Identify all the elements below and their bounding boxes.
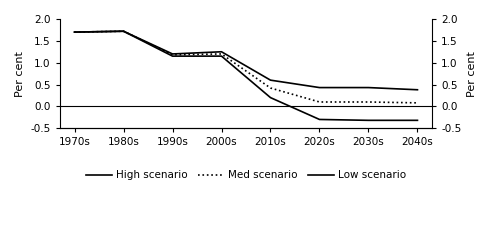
Y-axis label: Per cent: Per cent	[15, 51, 25, 97]
Legend: High scenario, Med scenario, Low scenario: High scenario, Med scenario, Low scenari…	[82, 166, 410, 184]
Y-axis label: Per cent: Per cent	[467, 51, 477, 97]
